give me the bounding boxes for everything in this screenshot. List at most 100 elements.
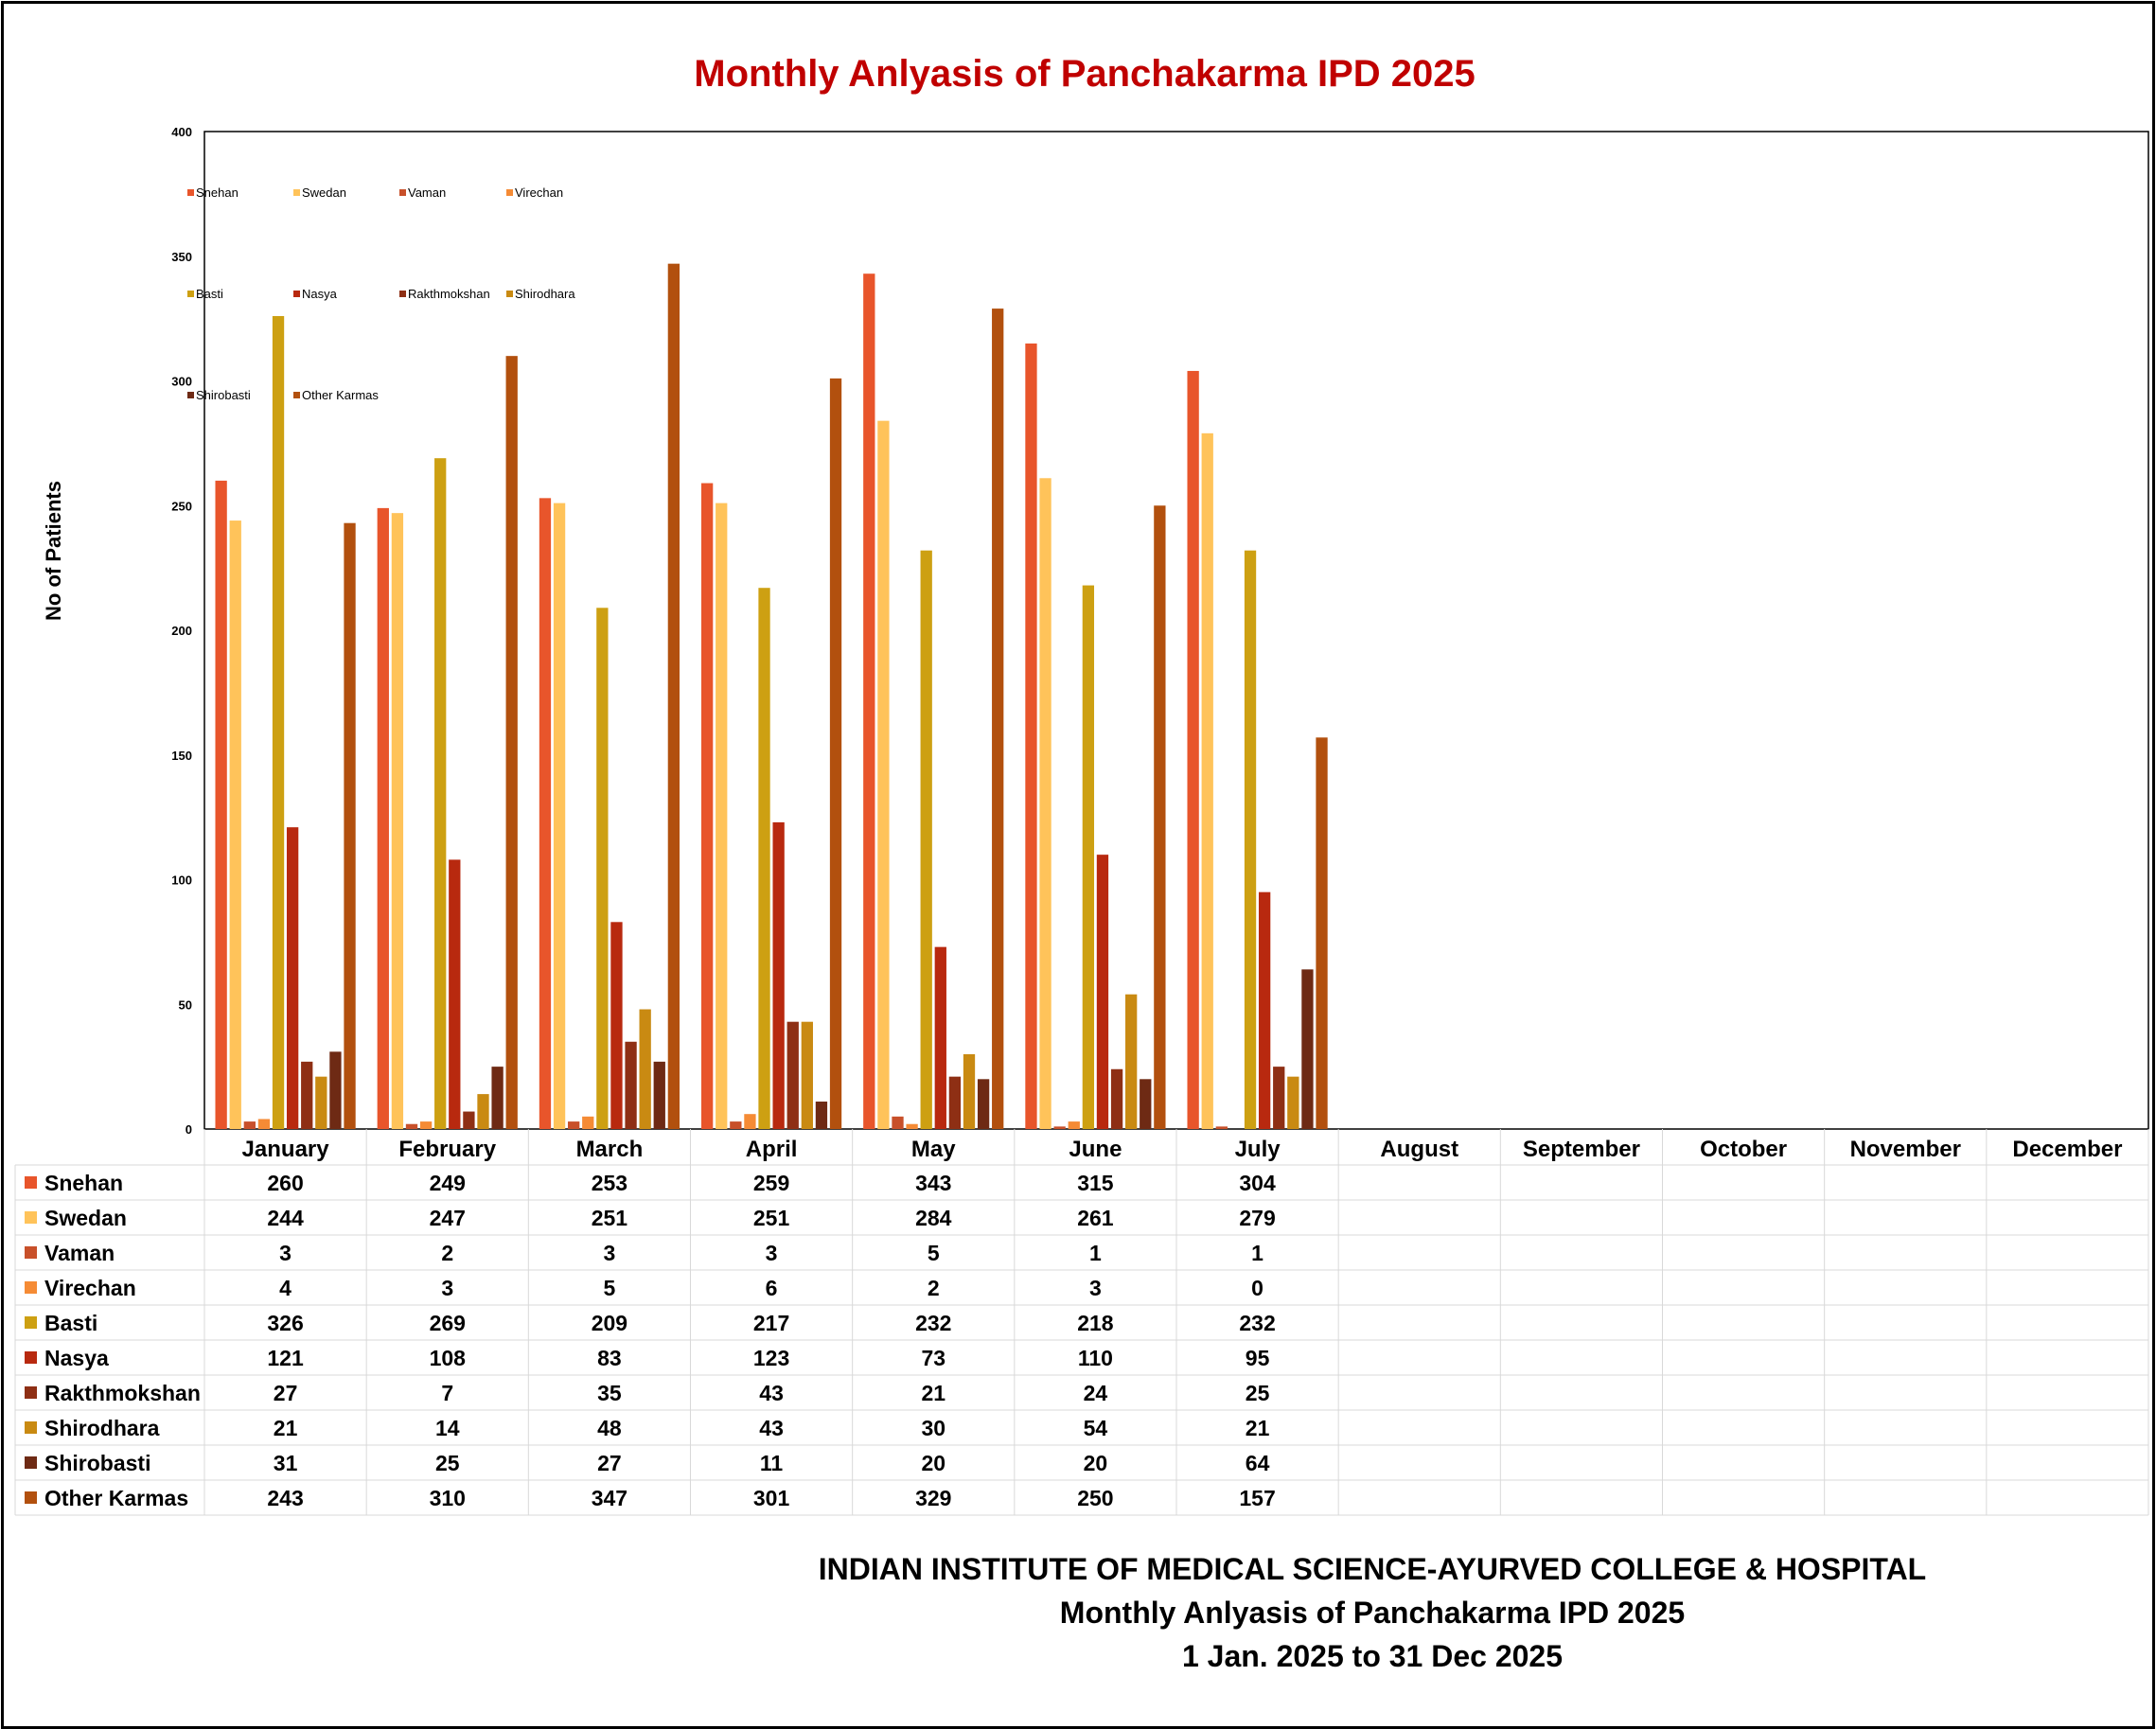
- legend-key: [187, 291, 194, 297]
- table-row-label: Other Karmas: [44, 1486, 188, 1510]
- x-tick-label: October: [1700, 1137, 1787, 1162]
- table-cell-value: 27: [597, 1451, 622, 1475]
- legend-label: Vaman: [408, 185, 446, 200]
- bar-shirobasti-february: [491, 1067, 504, 1129]
- bar-swedan-july: [1201, 432, 1213, 1130]
- table-cell-value: 27: [274, 1381, 298, 1405]
- bar-shirobasti-january: [329, 1051, 342, 1129]
- bar-nasya-january: [286, 827, 299, 1129]
- bar-virechan-may: [906, 1123, 918, 1129]
- bar-vaman-june: [1053, 1126, 1066, 1129]
- legend-key: [399, 189, 406, 196]
- table-cell-value: 310: [430, 1486, 466, 1510]
- table-cell-value: 326: [267, 1311, 303, 1335]
- table-cell-value: 244: [267, 1206, 304, 1230]
- legend-label: Rakthmokshan: [408, 287, 490, 301]
- bar-shirobasti-april: [815, 1102, 828, 1129]
- bar-snehan-july: [1187, 370, 1199, 1130]
- bar-rakthmokshan-april: [786, 1021, 799, 1129]
- legend-label: Shirobasti: [196, 388, 251, 402]
- table-cell-value: 3: [1089, 1276, 1102, 1300]
- y-tick-label: 100: [171, 873, 192, 888]
- table-cell-value: 5: [928, 1241, 940, 1265]
- bar-rakthmokshan-july: [1273, 1067, 1285, 1129]
- bar-nasya-june: [1096, 855, 1109, 1129]
- table-cell-value: 110: [1078, 1346, 1113, 1370]
- legend-label: Shirodhara: [515, 287, 575, 301]
- bar-rakthmokshan-june: [1110, 1068, 1123, 1129]
- bar-other-karmas-june: [1154, 505, 1166, 1129]
- x-tick-label: December: [2012, 1137, 2122, 1162]
- table-cell-value: 6: [766, 1276, 778, 1300]
- table-cell-value: 7: [441, 1381, 453, 1405]
- bar-vaman-may: [892, 1116, 904, 1129]
- table-row-label: Swedan: [44, 1206, 127, 1230]
- bar-other-karmas-february: [505, 356, 518, 1129]
- table-cell-value: 0: [1251, 1276, 1264, 1300]
- x-tick-label: January: [242, 1137, 330, 1162]
- legend-label: Other Karmas: [302, 388, 379, 402]
- table-cell-value: 247: [430, 1206, 466, 1230]
- bar-other-karmas-may: [992, 309, 1004, 1130]
- bar-nasya-july: [1258, 891, 1271, 1129]
- bar-swedan-may: [877, 420, 890, 1129]
- table-cell-value: 123: [753, 1346, 789, 1370]
- bar-swedan-january: [229, 520, 241, 1129]
- bar-rakthmokshan-february: [463, 1111, 475, 1129]
- bar-shirodhara-may: [963, 1053, 976, 1129]
- bar-other-karmas-april: [829, 378, 842, 1129]
- x-tick-label: March: [576, 1137, 644, 1162]
- bar-vaman-april: [730, 1121, 742, 1129]
- footer-date-range: 1 Jan. 2025 to 31 Dec 2025: [1181, 1639, 1564, 1673]
- table-cell-value: 24: [1084, 1381, 1108, 1405]
- table-row-label: Rakthmokshan: [44, 1381, 201, 1405]
- table-cell-value: 21: [274, 1416, 298, 1440]
- table-cell-value: 3: [604, 1241, 616, 1265]
- table-cell-value: 218: [1077, 1311, 1114, 1335]
- table-cell-value: 301: [753, 1486, 790, 1510]
- bar-swedan-june: [1039, 478, 1051, 1129]
- legend: Snehan Swedan Vaman Virechan Basti Nasya Rakth…: [187, 185, 575, 402]
- table-cell-value: 304: [1239, 1171, 1276, 1195]
- bar-nasya-may: [934, 946, 946, 1129]
- table-cell-value: 251: [592, 1206, 628, 1230]
- table-cell-value: 284: [915, 1206, 952, 1230]
- bar-snehan-march: [539, 498, 552, 1129]
- bar-shirobasti-july: [1301, 969, 1314, 1129]
- bar-shirodhara-june: [1125, 994, 1138, 1129]
- bar-shirodhara-february: [477, 1094, 489, 1129]
- table-cell-value: 251: [753, 1206, 790, 1230]
- table-cell-value: 11: [760, 1451, 784, 1475]
- table-cell-value: 157: [1239, 1486, 1275, 1510]
- x-tick-label: June: [1069, 1137, 1122, 1162]
- table-cell-value: 261: [1077, 1206, 1114, 1230]
- table-cell-value: 35: [597, 1381, 622, 1405]
- bar-basti-may: [920, 550, 932, 1129]
- table-cell-value: 2: [441, 1241, 453, 1265]
- y-tick-label: 200: [171, 624, 192, 638]
- bar-shirodhara-march: [639, 1009, 651, 1129]
- table-row-label: Vaman: [44, 1241, 115, 1265]
- bar-snehan-april: [700, 483, 714, 1129]
- table-cell-value: 43: [759, 1416, 784, 1440]
- table-cell-value: 30: [921, 1416, 945, 1440]
- table-cell-value: 4: [279, 1276, 292, 1300]
- table-cell-value: 232: [1239, 1311, 1275, 1335]
- bar-swedan-march: [553, 503, 566, 1129]
- table-legend-key: [25, 1281, 37, 1294]
- table-cell-value: 260: [267, 1171, 303, 1195]
- legend-label: Snehan: [196, 185, 239, 200]
- bar-snehan-june: [1025, 343, 1037, 1130]
- legend-label: Virechan: [515, 185, 563, 200]
- bar-vaman-march: [568, 1121, 580, 1129]
- bar-swedan-april: [716, 503, 728, 1129]
- table-cell-value: 48: [597, 1416, 622, 1440]
- table-cell-value: 243: [267, 1486, 303, 1510]
- table-cell-value: 25: [1246, 1381, 1270, 1405]
- x-tick-label: February: [398, 1137, 496, 1162]
- legend-key: [187, 392, 194, 398]
- bar-other-karmas-january: [344, 522, 356, 1129]
- table-cell-value: 95: [1246, 1346, 1270, 1370]
